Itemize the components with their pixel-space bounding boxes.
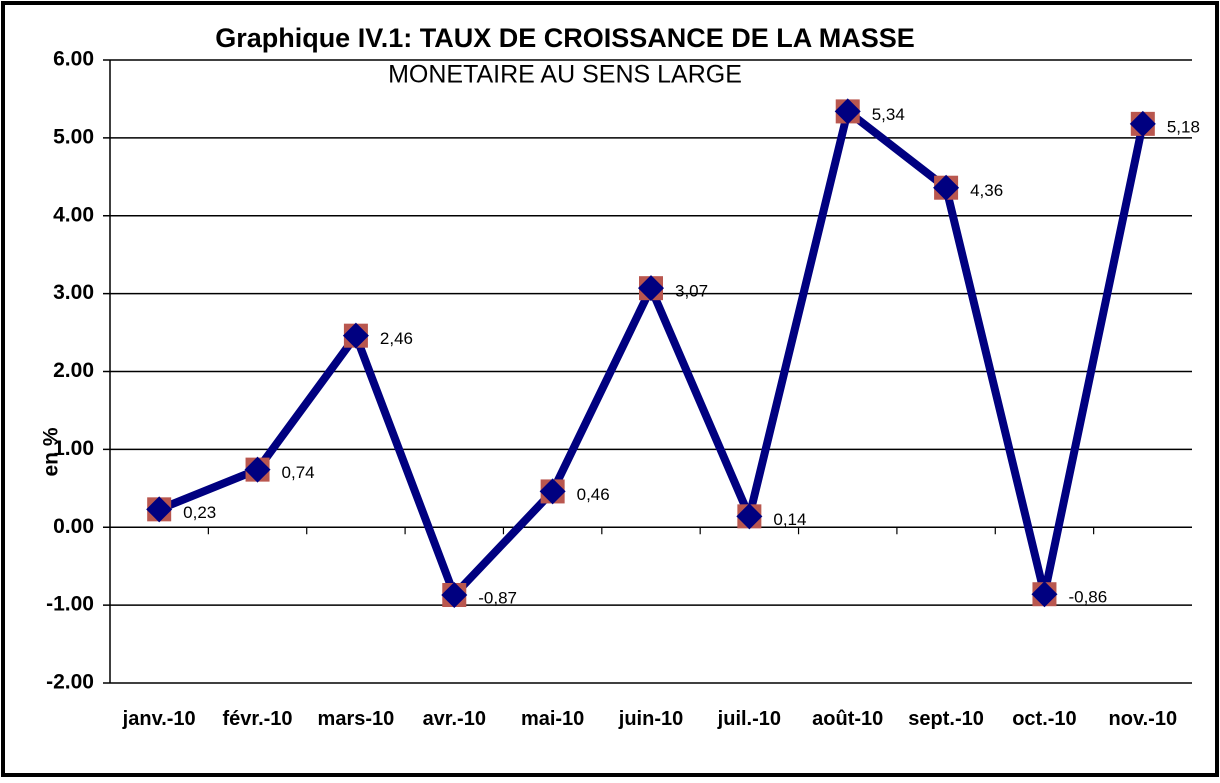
marker-diamond: [638, 275, 664, 302]
y-tick-label: 1.00: [53, 437, 94, 460]
x-tick-label-box: août-10: [812, 708, 884, 730]
chart-title: Graphique IV.1: TAUX DE CROISSANCE DE LA…: [215, 23, 915, 53]
marker-diamond: [146, 496, 173, 523]
marker-diamond: [1129, 110, 1156, 137]
data-label: 0,23: [183, 503, 216, 522]
x-tick-label: juin-10: [618, 708, 684, 730]
data-label: 2,46: [380, 329, 413, 348]
marker-diamond: [834, 98, 861, 125]
x-tick-label-box: févr.-10: [222, 708, 293, 730]
data-label: 5,18: [1167, 117, 1200, 136]
x-tick-label: sept.-10: [908, 708, 984, 730]
marker-diamond: [342, 322, 369, 349]
data-label: -0,86: [1068, 588, 1107, 607]
data-label: 0,46: [577, 485, 610, 504]
x-tick-label-box: juin-10: [618, 708, 684, 730]
x-tick-label-box: juil.-10: [717, 708, 782, 730]
marker-diamond: [441, 582, 468, 609]
x-tick-label-box: mars-10: [317, 708, 395, 730]
y-axis-label: en %: [40, 427, 63, 476]
x-tick-label-box: janv.-10: [122, 708, 196, 730]
y-tick-label: 2.00: [53, 359, 94, 382]
x-tick-label: févr.-10: [222, 708, 293, 730]
x-tick-label-box: nov.-10: [1108, 708, 1178, 730]
marker-diamond: [736, 503, 763, 530]
y-tick-label: 3.00: [53, 281, 94, 304]
chart-subtitle: MONETAIRE AU SENS LARGE: [388, 61, 742, 89]
y-tick-label: -1.00: [46, 593, 94, 616]
x-tick-label: nov.-10: [1108, 708, 1178, 730]
marker-diamond: [1031, 581, 1058, 608]
x-tick-label: juil.-10: [717, 708, 782, 730]
x-tick-label: août-10: [812, 708, 884, 730]
x-tick-label: avr.-10: [422, 708, 486, 730]
marker-diamond: [933, 174, 960, 201]
marker-diamond: [539, 478, 566, 505]
data-label: -0,87: [478, 588, 517, 607]
y-tick-label: 6.00: [53, 48, 94, 71]
data-label: 0,74: [282, 463, 315, 482]
data-label: 5,34: [872, 105, 905, 124]
y-tick-label: -2.00: [46, 671, 94, 694]
y-tick-label: 0.00: [53, 515, 94, 538]
data-label: 4,36: [970, 181, 1003, 200]
y-tick-label: 4.00: [53, 203, 94, 226]
y-tick-label: 5.00: [53, 125, 94, 148]
x-tick-label: janv.-10: [122, 708, 196, 730]
x-tick-label-box: mai-10: [520, 708, 585, 730]
x-tick-label: oct.-10: [1012, 708, 1077, 730]
x-tick-label-box: sept.-10: [908, 708, 984, 730]
x-tick-label-box: oct.-10: [1012, 708, 1077, 730]
data-label: 0,14: [773, 510, 806, 529]
marker-diamond: [244, 456, 271, 483]
x-tick-label: mars-10: [317, 708, 395, 730]
x-tick-label-box: avr.-10: [422, 708, 486, 730]
data-label: 3,07: [675, 282, 708, 301]
x-tick-label: mai-10: [520, 708, 585, 730]
